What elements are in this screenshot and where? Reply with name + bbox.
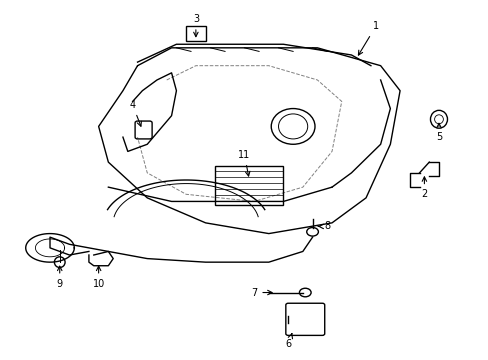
Bar	[215, 166, 283, 205]
Text: 9: 9	[57, 266, 62, 289]
Text: 10: 10	[92, 266, 104, 289]
Text: 7: 7	[250, 288, 271, 297]
Text: 3: 3	[192, 14, 199, 37]
Text: 1: 1	[358, 21, 378, 55]
Text: 6: 6	[285, 334, 292, 349]
Bar	[186, 26, 205, 41]
Text: 4: 4	[129, 100, 141, 126]
Text: 2: 2	[421, 177, 427, 199]
Text: 11: 11	[238, 150, 250, 176]
Text: 8: 8	[318, 221, 329, 231]
Text: 5: 5	[435, 123, 441, 142]
